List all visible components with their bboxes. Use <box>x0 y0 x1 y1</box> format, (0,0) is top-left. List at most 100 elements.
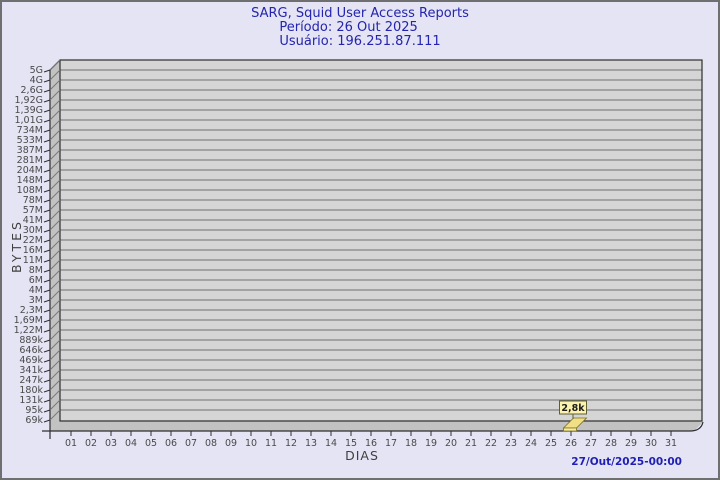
y-tick-label: 4M <box>29 285 43 296</box>
y-tick-label: 2,3M <box>20 305 43 316</box>
y-tick-label: 469k <box>19 355 43 366</box>
y-tick-label: 6M <box>29 275 43 286</box>
x-tick-label: 14 <box>325 438 337 449</box>
wall-hatch <box>49 259 61 271</box>
x-axis-line <box>42 421 704 432</box>
y-tick-label: 533M <box>17 135 43 146</box>
wall-hatch <box>49 249 61 261</box>
y-tick <box>43 379 51 383</box>
y-tick <box>43 159 51 163</box>
wall-hatch <box>49 299 61 311</box>
wall-hatch <box>49 139 61 151</box>
y-tick <box>43 129 51 133</box>
y-tick-label: 180k <box>19 385 43 396</box>
x-tick-label: 12 <box>285 438 297 449</box>
x-tick-label: 21 <box>465 438 477 449</box>
y-tick-label: 247k <box>19 375 43 386</box>
y-tick-label: 734M <box>17 125 43 136</box>
x-tick-label: 23 <box>505 438 517 449</box>
y-tick <box>43 329 51 333</box>
wall-hatch <box>49 169 61 181</box>
wall-hatch <box>49 279 61 291</box>
x-tick-label: 15 <box>345 438 357 449</box>
y-tick <box>43 109 51 113</box>
wall-hatch <box>49 69 61 81</box>
y-tick <box>43 89 51 93</box>
x-tick-label: 20 <box>445 438 457 449</box>
y-tick-label: 204M <box>17 165 43 176</box>
wall-hatch <box>49 109 61 121</box>
y-tick-label: 131k <box>19 395 43 406</box>
y-tick-label: 3M <box>29 295 43 306</box>
x-tick-label: 09 <box>225 438 237 449</box>
wall-hatch <box>49 399 61 411</box>
wall-hatch <box>49 219 61 231</box>
wall-hatch <box>49 239 61 251</box>
y-tick-label: 16M <box>23 245 43 256</box>
y-tick <box>43 289 51 293</box>
wall-hatch <box>49 309 61 321</box>
y-tick <box>43 229 51 233</box>
y-tick-label: 646k <box>19 345 43 356</box>
wall-hatch <box>49 369 61 381</box>
y-tick <box>43 419 51 423</box>
x-tick-label: 28 <box>605 438 617 449</box>
wall-hatch <box>49 179 61 191</box>
x-tick-label: 08 <box>205 438 217 449</box>
wall-hatch <box>49 339 61 351</box>
y-tick <box>43 249 51 253</box>
x-tick-label: 11 <box>265 438 277 449</box>
x-tick-label: 27 <box>585 438 597 449</box>
y-tick-label: 1,69M <box>14 315 43 326</box>
y-tick-label: 8M <box>29 265 43 276</box>
wall-hatch <box>49 199 61 211</box>
y-tick-label: 1,01G <box>14 115 43 126</box>
y-tick <box>43 409 51 413</box>
wall-hatch <box>49 229 61 241</box>
wall-hatch <box>49 269 61 281</box>
y-tick <box>43 149 51 153</box>
wall-hatch <box>49 59 61 71</box>
callout-value: 2,8k <box>561 403 585 414</box>
wall-hatch <box>49 89 61 101</box>
x-tick-label: 01 <box>65 438 77 449</box>
chart-period: Período: 26 Out 2025 <box>279 20 418 35</box>
y-tick-label: 69k <box>25 415 43 426</box>
x-tick-label: 19 <box>425 438 437 449</box>
chart-3d-box <box>50 60 703 431</box>
y-tick <box>43 169 51 173</box>
data-bar-day-26 <box>562 417 588 432</box>
y-tick <box>43 99 51 103</box>
wall-hatch <box>49 289 61 301</box>
wall-hatch <box>49 99 61 111</box>
data-label-callout: 2,8k <box>559 400 587 419</box>
x-tick-label: 02 <box>85 438 97 449</box>
chart-gridlines <box>60 69 702 411</box>
chart-wall-hatching <box>49 59 61 421</box>
x-tick-label: 04 <box>125 438 137 449</box>
callout-box <box>559 400 587 415</box>
chart-title: SARG, Squid User Access Reports <box>251 6 469 21</box>
y-tick <box>43 79 51 83</box>
y-tick <box>43 399 51 403</box>
y-tick <box>43 219 51 223</box>
y-tick <box>43 279 51 283</box>
y-tick-label: 1,22M <box>14 325 43 336</box>
y-tick-label: 2,6G <box>21 85 43 96</box>
y-axis-ticks <box>43 69 51 423</box>
y-tick-label: 30M <box>23 225 43 236</box>
x-tick-label: 13 <box>305 438 317 449</box>
y-tick-label: 57M <box>23 205 43 216</box>
x-tick-label: 06 <box>165 438 177 449</box>
y-tick <box>43 209 51 213</box>
wall-hatch <box>49 329 61 341</box>
y-tick <box>43 339 51 343</box>
x-tick-label: 24 <box>525 438 537 449</box>
y-tick <box>43 179 51 183</box>
y-tick <box>43 69 51 73</box>
wall-hatch <box>49 189 61 201</box>
wall-hatch <box>49 379 61 391</box>
y-tick <box>43 299 51 303</box>
